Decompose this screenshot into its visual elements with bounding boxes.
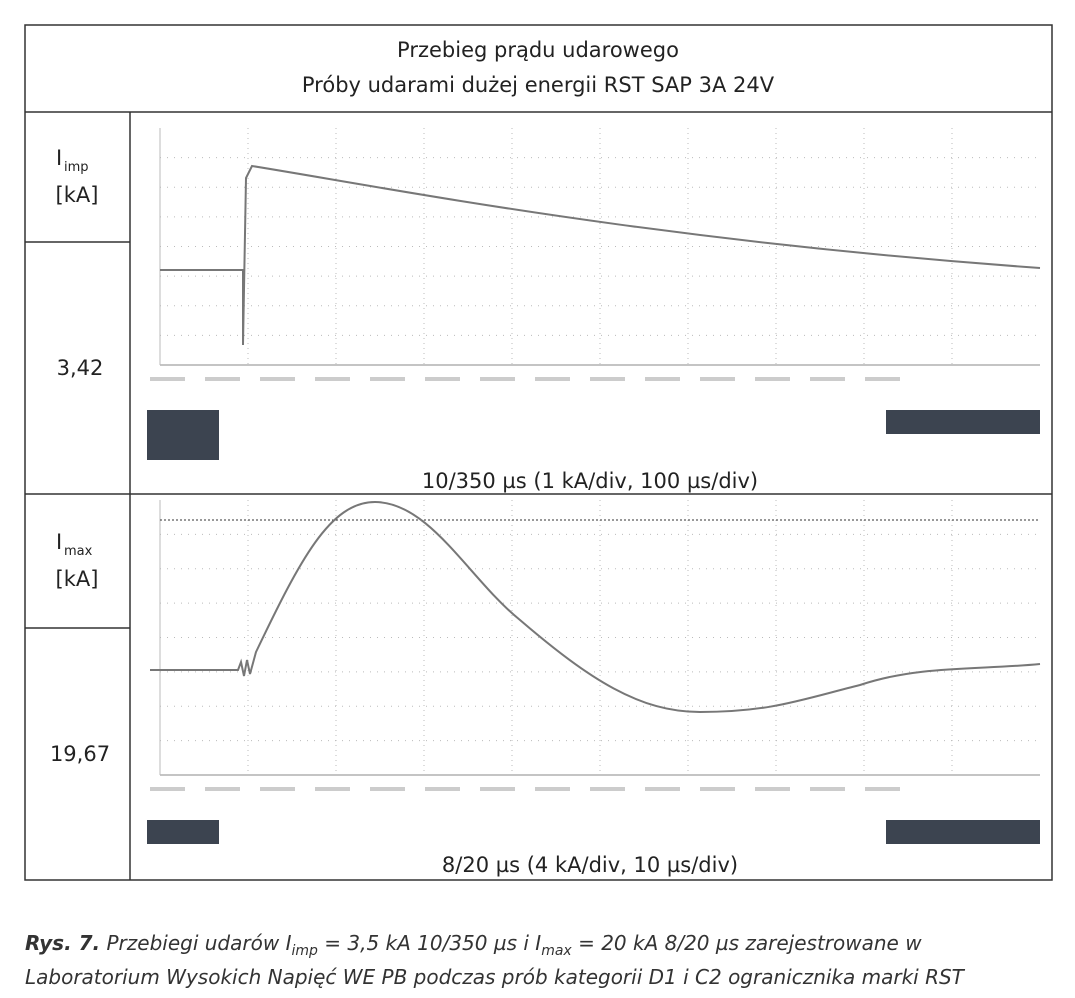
caption-line: Rys. 7. Przebiegi udarów Iimp = 3,5 kA 1… xyxy=(25,931,922,959)
header-line: Przebieg prądu udarowego xyxy=(397,38,679,62)
scope-panel xyxy=(886,410,1040,434)
value: 19,67 xyxy=(50,742,110,766)
scope-readout xyxy=(755,377,790,381)
oscilloscope-screen xyxy=(147,128,1040,460)
trace-caption: 8/20 µs (4 kA/div, 10 µs/div) xyxy=(442,853,738,877)
caption-subscript: imp xyxy=(291,943,318,959)
scope-readout xyxy=(865,787,900,791)
scope-readout xyxy=(370,787,405,791)
scope-readout xyxy=(425,377,460,381)
scope-readout xyxy=(315,787,350,791)
unit: [kA] xyxy=(56,183,99,207)
scope-readout xyxy=(810,377,845,381)
caption-text: = 20 kA 8/20 µs zarejestrowane w xyxy=(572,931,922,955)
scope-readout xyxy=(370,377,405,381)
figure: Przebieg prądu udarowego Próby udarami d… xyxy=(0,0,1075,998)
unit: [kA] xyxy=(56,567,99,591)
caption-text: Przebiegi udarów xyxy=(107,931,286,955)
caption-subscript: max xyxy=(541,943,572,959)
scope-readout xyxy=(480,787,515,791)
scope-panel xyxy=(147,410,219,460)
scope-readout xyxy=(480,377,515,381)
scope-readout xyxy=(700,787,735,791)
scope-panel xyxy=(147,820,219,844)
scope-readout xyxy=(645,377,680,381)
page: Przebieg prądu udarowego Próby udarami d… xyxy=(0,0,1075,998)
symbol: I xyxy=(56,530,62,554)
scope-readout xyxy=(425,787,460,791)
scope-readout xyxy=(205,787,240,791)
scope-readout xyxy=(315,377,350,381)
trace-caption: 10/350 µs (1 kA/div, 100 µs/div) xyxy=(422,469,758,493)
subscript: imp xyxy=(64,160,89,175)
symbol: I xyxy=(56,146,62,170)
scope-readout xyxy=(700,377,735,381)
scope-readout xyxy=(810,787,845,791)
scope-readout xyxy=(590,377,625,381)
scope-readout xyxy=(645,787,680,791)
caption-text: = 3,5 kA 10/350 µs i xyxy=(318,931,535,955)
caption-line: Laboratorium Wysokich Napięć WE PB podcz… xyxy=(25,965,966,989)
scope-readout xyxy=(535,377,570,381)
scope-readout xyxy=(535,787,570,791)
header-line: Próby udarami dużej energii RST SAP 3A 2… xyxy=(302,73,775,97)
scope-panel xyxy=(886,820,1040,844)
scope-readout xyxy=(260,377,295,381)
waveform xyxy=(150,502,1040,712)
caption-label: Rys. 7. xyxy=(25,931,100,955)
scope-readout xyxy=(150,787,185,791)
scope-readout xyxy=(590,787,625,791)
scope-readout xyxy=(865,377,900,381)
scope-readout xyxy=(205,377,240,381)
subscript: max xyxy=(64,544,93,559)
value: 3,42 xyxy=(57,356,104,380)
oscilloscope-screen xyxy=(147,500,1040,844)
scope-readout xyxy=(260,787,295,791)
scope-readout xyxy=(755,787,790,791)
scope-readout xyxy=(150,377,185,381)
